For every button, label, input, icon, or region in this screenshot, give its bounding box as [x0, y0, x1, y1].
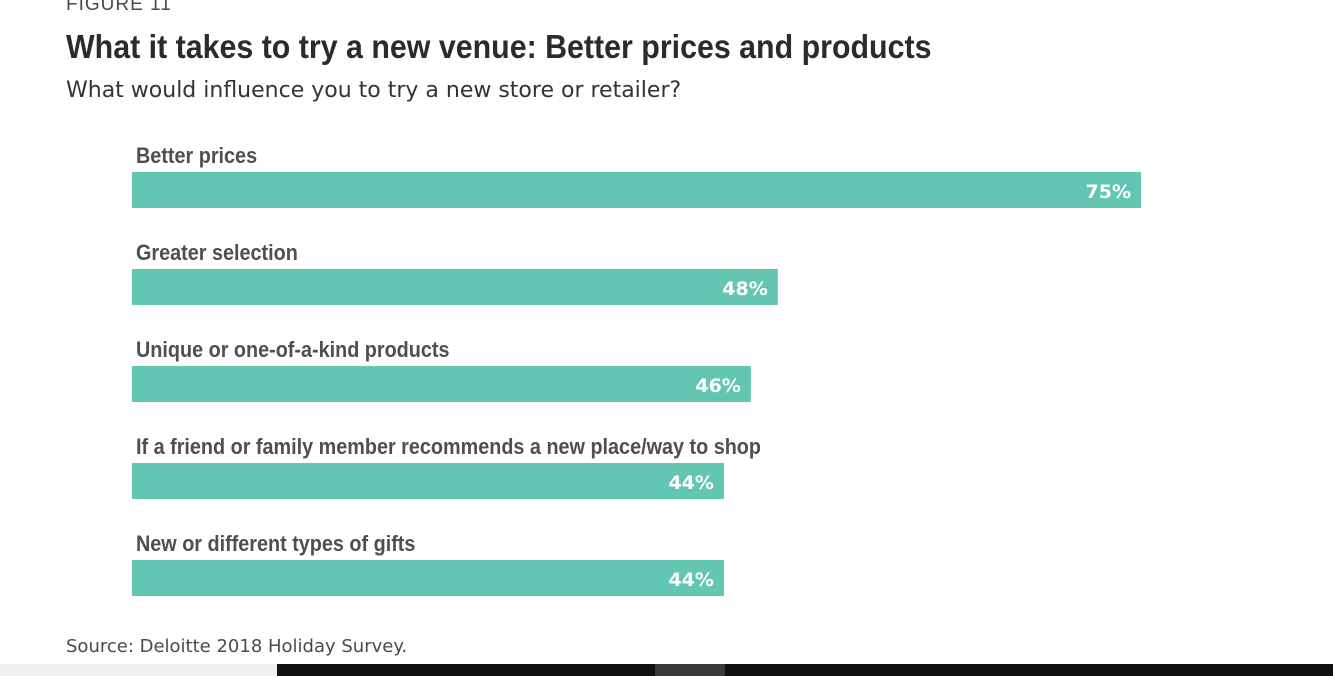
bar — [132, 269, 778, 305]
bar — [132, 463, 724, 499]
bottom-strip-light-segment — [0, 664, 277, 676]
value-label: 44% — [668, 569, 713, 591]
value-label: 44% — [668, 472, 713, 494]
source-note: Source: Deloitte 2018 Holiday Survey. — [66, 636, 408, 657]
bar — [132, 172, 1141, 208]
bottom-strip-mid-segment — [655, 664, 725, 676]
figure-label: FIGURE 11 — [66, 0, 172, 15]
value-label: 75% — [1086, 181, 1131, 203]
category-label: New or different types of gifts — [136, 531, 415, 556]
bar — [132, 366, 751, 402]
category-label: If a friend or family member recommends … — [136, 434, 761, 459]
value-label: 46% — [695, 375, 740, 397]
value-label: 48% — [722, 278, 767, 300]
bottom-strip — [0, 664, 1333, 676]
category-label: Better prices — [136, 143, 257, 168]
bar — [132, 560, 724, 596]
chart-subtitle: What would influence you to try a new st… — [66, 78, 682, 103]
category-label: Greater selection — [136, 240, 298, 265]
chart-title: What it takes to try a new venue: Better… — [66, 28, 932, 65]
category-label: Unique or one-of-a-kind products — [136, 337, 450, 362]
